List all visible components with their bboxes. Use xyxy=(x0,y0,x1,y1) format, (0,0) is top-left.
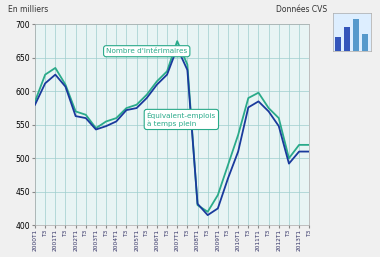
Bar xyxy=(353,19,359,51)
Bar xyxy=(334,37,341,51)
Bar xyxy=(362,34,369,51)
Text: Équivalent-emplois
à temps plein: Équivalent-emplois à temps plein xyxy=(147,112,216,127)
Text: Nombre d'intérimaires: Nombre d'intérimaires xyxy=(106,48,187,54)
Text: En milliers: En milliers xyxy=(8,5,48,14)
Bar xyxy=(344,27,350,51)
Text: Données CVS: Données CVS xyxy=(276,5,328,14)
